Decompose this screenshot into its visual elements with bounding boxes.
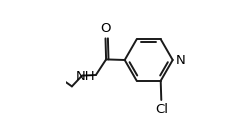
Text: Cl: Cl [154, 103, 167, 116]
Text: N: N [175, 54, 185, 66]
Text: NH: NH [75, 70, 94, 83]
Text: O: O [100, 22, 110, 35]
